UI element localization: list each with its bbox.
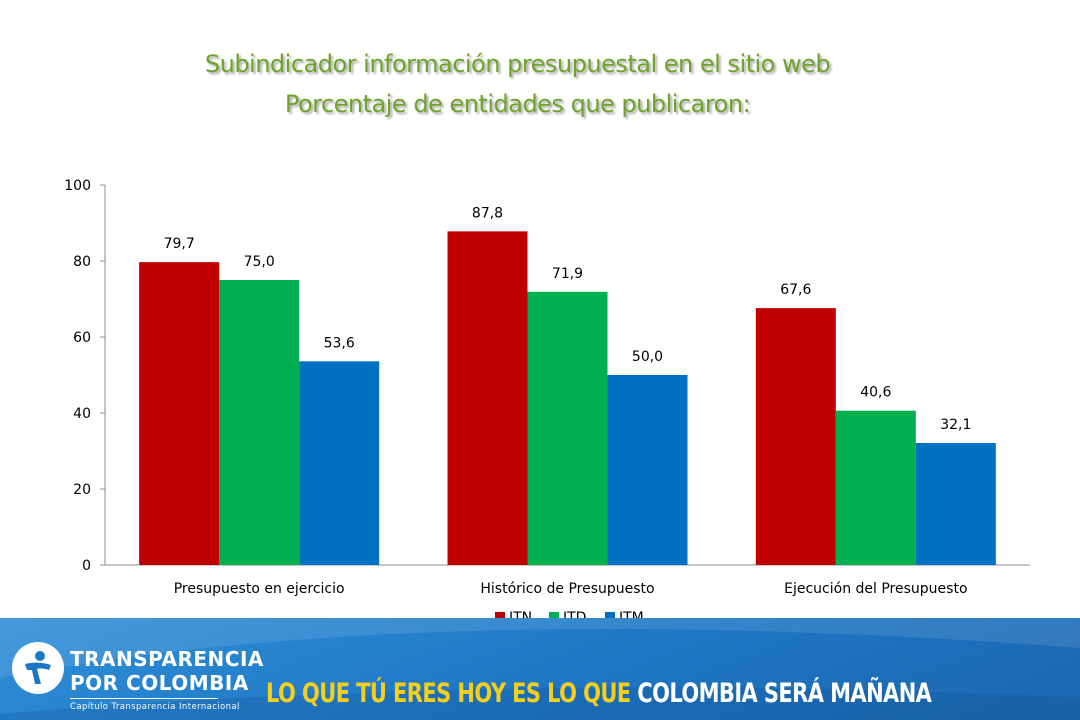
org-name-line2: POR COLOMBIA — [70, 671, 249, 695]
data-label: 67,6 — [780, 282, 811, 298]
bar-itn — [447, 231, 528, 566]
x-category-label: Presupuesto en ejercicio — [174, 581, 345, 597]
slogan: LO QUE TÚ ERES HOY ES LO QUE COLOMBIA SE… — [266, 678, 932, 708]
slogan-part2: COLOMBIA SERÁ MAÑANA — [637, 678, 932, 708]
org-subtitle: Capítulo Transparencia Internacional — [70, 702, 240, 712]
y-tick-label: 40 — [73, 406, 91, 422]
x-category-label: Histórico de Presupuesto — [480, 581, 654, 597]
footer-wave-decoration — [0, 618, 1080, 720]
legend-swatch-itd — [549, 612, 559, 622]
slogan-part1: LO QUE TÚ ERES HOY ES LO QUE — [266, 678, 638, 708]
y-tick-label: 60 — [73, 330, 91, 346]
y-tick-label: 100 — [64, 178, 91, 194]
slide-title-line2: Porcentaje de entidades que publicaron: — [284, 90, 751, 118]
data-label: 50,0 — [632, 349, 663, 365]
bar-itn — [755, 308, 836, 565]
bar-itm — [607, 375, 688, 565]
data-label: 53,6 — [324, 335, 355, 351]
y-tick-label: 20 — [73, 482, 91, 498]
data-label: 79,7 — [164, 236, 195, 252]
org-name-line1: TRANSPARENCIA — [70, 647, 264, 671]
bar-itd — [527, 291, 608, 565]
slide-title-line1: Subindicador información presupuestal en… — [204, 50, 831, 78]
data-label: 87,8 — [472, 205, 503, 221]
legend-swatch-itn — [495, 612, 505, 622]
bar-itd — [835, 410, 916, 565]
data-label: 40,6 — [860, 385, 891, 401]
legend-swatch-itm — [605, 612, 615, 622]
bar-chart: 0 20 40 60 80 100 79,7 75,0 53,6 Presupuesto en e… — [64, 178, 1030, 626]
x-category-label: Ejecución del Presupuesto — [784, 581, 967, 597]
bar-itm — [299, 361, 380, 565]
y-tick-label: 0 — [82, 558, 91, 574]
data-label: 75,0 — [244, 254, 275, 270]
logo-icon — [12, 642, 64, 694]
data-label: 32,1 — [940, 417, 971, 433]
bar-itm — [915, 443, 996, 565]
bar-itd — [219, 280, 300, 565]
slide-title: Subindicador información presupuestal en… — [0, 44, 1035, 124]
data-label: 71,9 — [552, 266, 583, 282]
org-divider — [70, 698, 218, 699]
footer-banner: TRANSPARENCIA POR COLOMBIA Capítulo Tran… — [0, 618, 1080, 720]
bar-itn — [139, 262, 220, 565]
y-tick-label: 80 — [73, 254, 91, 270]
